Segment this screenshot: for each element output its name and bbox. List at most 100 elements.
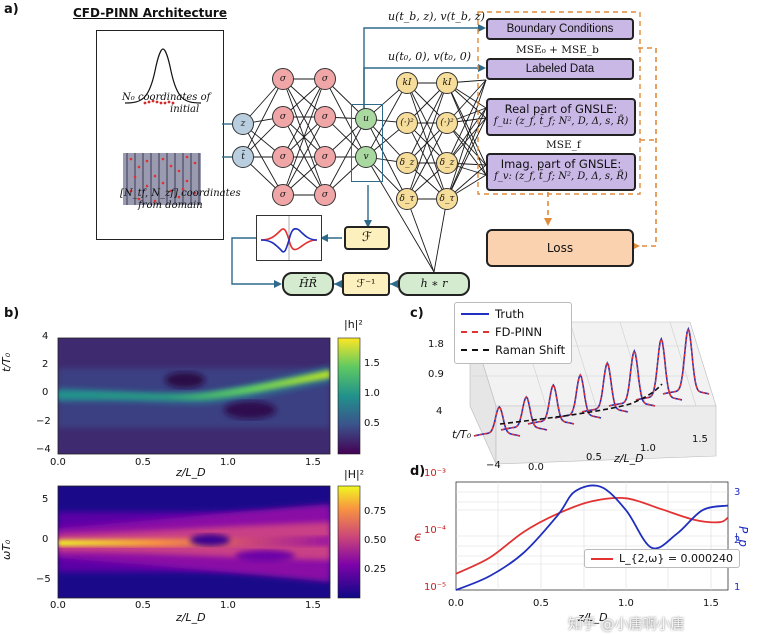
hidden-node: σ (314, 146, 336, 168)
top-xtick: 1.5 (305, 457, 321, 468)
boundary-equation: u(t_b, z), v(t_b, z) (388, 10, 485, 23)
top-heatmap-ylabel: t/T₀ (0, 352, 13, 372)
top-ytick: −4 (36, 444, 51, 455)
panel-c-ztick: 1.8 (428, 339, 444, 350)
heatmap-time (57, 337, 361, 455)
panel-c-xtick: 1.5 (692, 434, 708, 445)
output-node-u: u (355, 108, 377, 130)
hidden-node: σ (272, 184, 294, 206)
input-node-t: t̄ (232, 146, 254, 168)
input-sampling-box (96, 30, 224, 240)
bottom-xtick: 0.5 (135, 600, 151, 611)
bottom-heatmap-xlabel: z/L_D (176, 611, 206, 624)
top-heatmap-xlabel: z/L_D (176, 466, 206, 479)
peak-power-curve (455, 484, 729, 591)
labeled-data-box: Labeled Data (486, 58, 634, 80)
bottom-cbtick: 0.25 (364, 564, 387, 575)
d-ytick-left: 10⁻⁵ (424, 582, 447, 593)
op-node-dtau: δ_τ (436, 188, 458, 210)
op-node-square: (·)² (396, 112, 418, 134)
panel-c-xtick: 1.0 (640, 443, 656, 454)
top-ytick: −2 (36, 416, 51, 427)
d-ytick-right: 1 (734, 582, 741, 593)
d-xtick: 1.5 (703, 598, 719, 609)
bottom-colorbar-label: |H|² (344, 468, 365, 481)
real-gnsle-equation: f_u: (z_f, t̄_f; N², D, Δ, s, R̃) (493, 116, 629, 127)
initial-label-line1: N₀ coordinates of (122, 92, 211, 103)
top-cbtick: 0.5 (364, 418, 380, 429)
bottom-xtick: 1.0 (220, 600, 236, 611)
fd-pinn-trace (473, 405, 521, 437)
op-node-dz: δ_z (396, 152, 418, 174)
fd-pinn-trace (581, 361, 629, 413)
d-ylabel-left: ϵ (414, 530, 422, 545)
d-ytick-left: 10⁻³ (424, 468, 447, 479)
top-colorbar-label: |h|² (344, 318, 363, 331)
domain-label-line2: from domain (138, 200, 203, 211)
input-node-z: z (232, 113, 254, 135)
top-cbtick: 1.5 (364, 358, 380, 369)
output-node-v: v (355, 146, 377, 168)
bottom-cbtick: 0.75 (364, 506, 387, 517)
initial-coords-label: N₀ coordinates of initial (122, 92, 210, 116)
legend-truth: Truth (495, 307, 525, 321)
legend-fd-pinn: FD-PINN (495, 325, 543, 339)
d-ytick-right: 3 (734, 487, 741, 498)
hidden-node: σ (314, 106, 336, 128)
error-curve (455, 496, 729, 575)
bottom-ytick: 0 (42, 534, 49, 545)
bottom-ytick: 5 (42, 494, 49, 505)
heatmap-frequency (57, 485, 361, 599)
architecture-title: CFD-PINN Architecture (73, 6, 227, 20)
bottom-xtick: 0.0 (50, 600, 66, 611)
fd-pinn-trace (500, 395, 548, 431)
imag-gnsle-equation: f_v: (z_f, t̄_f; N², D, Δ, s, R̃) (494, 171, 628, 182)
panel-a-label: a) (4, 2, 19, 17)
bottom-xtick: 1.5 (305, 600, 321, 611)
fd-pinn-trace (608, 349, 656, 407)
fd-pinn-trace (554, 373, 602, 419)
panel-c-ttick: −4 (486, 460, 501, 471)
bottom-heatmap-ylabel: ωT₀ (0, 539, 13, 560)
real-gnsle-title: Real part of GNSLE: (504, 102, 618, 116)
hidden-node: σ (314, 68, 336, 90)
fd-pinn-trace (527, 383, 575, 425)
raman-shift-line (499, 383, 663, 425)
watermark-text: 知乎 @小唐啊小唐 (568, 617, 685, 633)
domain-label-line1: [N_tf, N_zf] coordinates (120, 188, 241, 199)
bottom-ytick: −5 (36, 574, 51, 585)
legend-raman: Raman Shift (495, 343, 566, 357)
hidden-node: σ (272, 68, 294, 90)
hidden-node: σ (272, 106, 294, 128)
panel-c-xtick: 0.0 (528, 462, 544, 473)
panel-c-tlabel: t/T₀ (452, 428, 472, 441)
d-xtick: 0.0 (448, 598, 464, 609)
hidden-node: σ (272, 146, 294, 168)
op-node-dtau: δ_τ (396, 188, 418, 210)
fourier-transform-box: ℱ (344, 226, 390, 250)
d-xtick: 1.0 (618, 598, 634, 609)
d-ylabel-right: P_p (736, 526, 750, 547)
top-xtick: 0.0 (50, 457, 66, 468)
fd-pinn-trace (662, 326, 710, 395)
hidden-node: σ (314, 184, 336, 206)
panel-c-legend: Truth FD-PINN Raman Shift (454, 302, 572, 364)
panel-c-ttick: 4 (436, 406, 443, 417)
panel-c-xtick: 0.5 (586, 452, 602, 463)
domain-coords-label: [N_tf, N_zf] coordinates from domain (120, 188, 241, 212)
boundary-conditions-box: Boundary Conditions (486, 18, 634, 40)
msef-label: MSE_f (546, 139, 581, 151)
imag-gnsle-title: Imag. part of GNSLE: (500, 157, 622, 171)
spectrum-curves (260, 216, 318, 260)
top-cbtick: 1.0 (364, 388, 380, 399)
initial-label-line2: initial (170, 104, 200, 115)
panel-d-label: d) (410, 464, 426, 479)
d-xlabel: z/L_D (578, 611, 608, 624)
loss-box: Loss (486, 229, 634, 267)
imag-gnsle-box: Imag. part of GNSLE: f_v: (z_f, t̄_f; N²… (486, 153, 636, 191)
panel-c-xlabel: z/L_D (614, 452, 644, 465)
bottom-cbtick: 0.50 (364, 535, 387, 546)
panel-c-ztick: 0.9 (428, 369, 444, 380)
hr-tilde-box: H̃R̃ (282, 272, 334, 296)
h-conv-r-box: h ∗ r (398, 272, 470, 296)
